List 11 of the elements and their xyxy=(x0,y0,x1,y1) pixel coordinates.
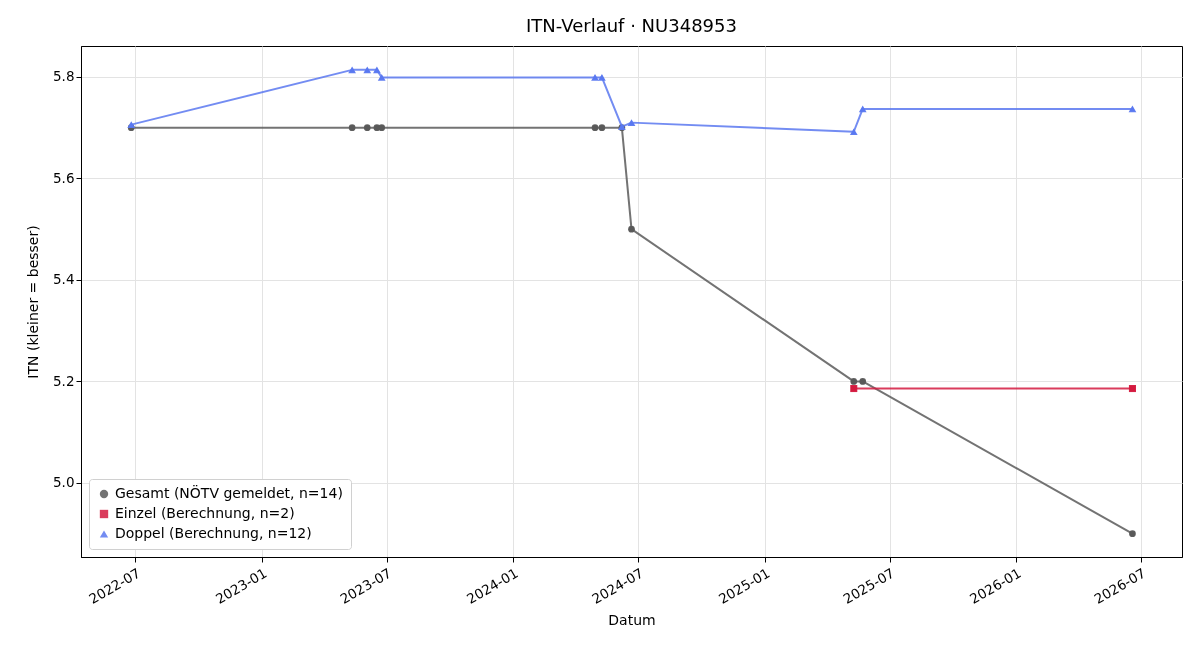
y-tick-label: 5.8 xyxy=(53,68,75,85)
y-tick-label: 5.6 xyxy=(53,169,75,186)
x-axis-title: Datum xyxy=(608,612,656,629)
y-tick-label: 5.2 xyxy=(53,372,75,389)
chart-title: ITN-Verlauf · NU348953 xyxy=(526,15,737,36)
legend-label: Einzel (Berechnung, n=2) xyxy=(115,505,295,521)
y-axis-title: ITN (kleiner = besser) xyxy=(25,225,42,379)
legend-label: Doppel (Berechnung, n=12) xyxy=(115,525,312,541)
y-tick-label: 5.0 xyxy=(53,474,75,491)
legend-label: Gesamt (NÖTV gemeldet, n=14) xyxy=(115,484,343,501)
y-tick-label: 5.4 xyxy=(53,271,75,288)
